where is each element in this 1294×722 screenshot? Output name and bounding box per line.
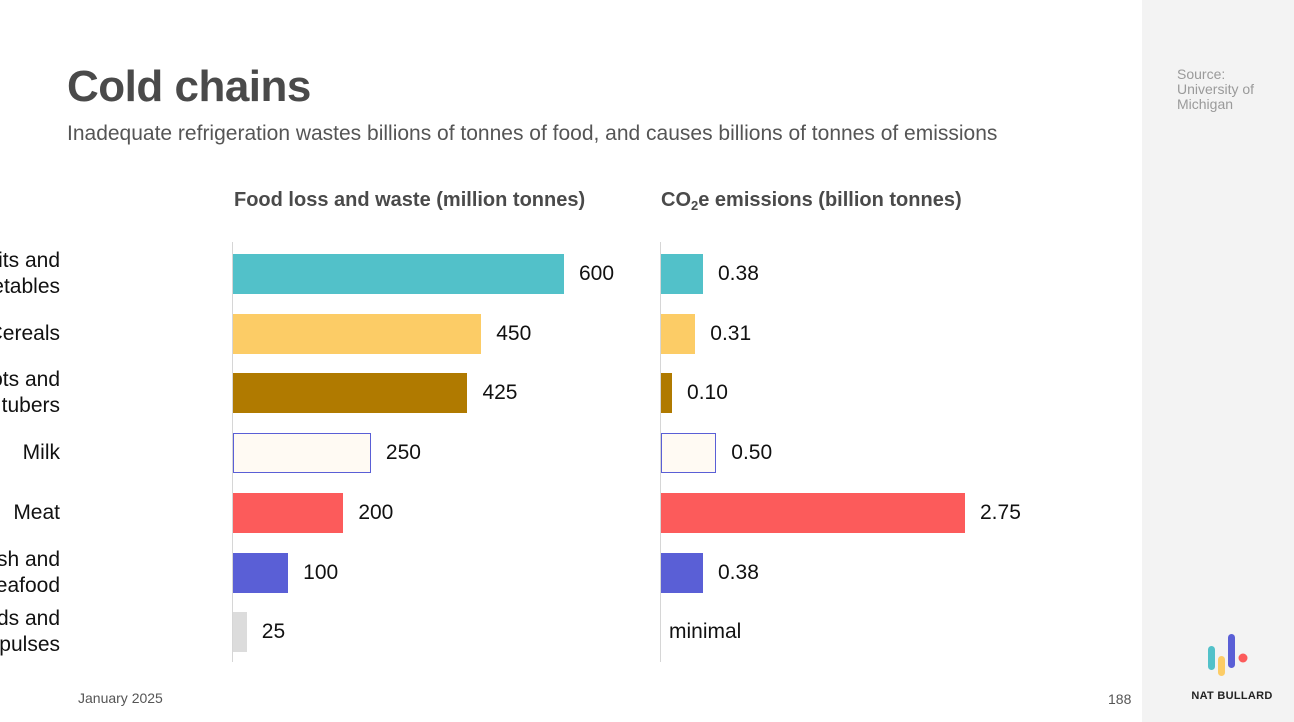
category-label-line: Oilseeds and [0,607,60,630]
emissions-value-label-milk: 0.50 [731,441,773,464]
emissions-value-label-fish-and-seafood: 0.38 [718,561,759,584]
source-note: Source: University of Michigan [1177,66,1255,112]
category-label-line: pulses [0,633,60,656]
emissions-value-label-cereals: 0.31 [710,322,752,345]
emissions-title-co: CO [661,189,691,211]
food-loss-value-label-fish-and-seafood: 100 [303,561,339,584]
emissions-bar-cereals [661,314,696,354]
food-loss-chart-title: Food loss and waste (million tonnes) [234,189,586,211]
page-subtitle: Inadequate refrigeration wastes billions… [67,122,998,145]
slide: Cold chains Inadequate refrigeration was… [0,62,1132,707]
emissions-bar-milk [661,433,717,473]
category-label-oilseeds-and-pulses: Oilseeds and pulses [0,606,60,658]
emissions-value-label-oilseeds-and-pulses: minimal [669,620,742,643]
food-loss-value-label-oilseeds-and-pulses: 25 [261,620,286,643]
category-label-line: Fish and [0,548,60,571]
food-loss-value-label-roots-and-tubers: 425 [482,381,518,404]
emissions-title-rest: e emissions (billion tonnes) [698,189,962,211]
food-loss-value-label-milk: 250 [385,441,421,464]
category-label-line: Fruits and [0,249,60,272]
category-label-line: Milk [22,441,60,464]
emissions-value-label-fruits-and-vegetables: 0.38 [718,262,759,285]
emissions-bar-fish-and-seafood [661,553,703,593]
brand-name: NAT BULLARD [1191,690,1273,702]
category-label-fish-and-seafood: Fish and seafood [0,547,60,599]
food-loss-bar-cereals [233,314,482,354]
category-label-fruits-and-vegetables: Fruits and vegetables [0,248,60,300]
food-loss-axis-line [232,242,233,662]
food-loss-value-label-meat: 200 [358,501,394,524]
category-label-line: Meat [13,501,60,524]
emissions-bar-roots-and-tubers [661,373,673,413]
food-loss-value-label-fruits-and-vegetables: 600 [579,262,615,285]
sidebar [1142,0,1294,722]
page-title: Cold chains [67,62,311,111]
food-loss-bar-fish-and-seafood [233,553,289,593]
emissions-axis-line [660,242,661,662]
category-label-cereals: Cereals [0,321,60,347]
food-loss-bar-meat [233,493,344,533]
food-loss-bar-oilseeds-and-pulses [233,612,247,652]
page-number: 188 [1108,691,1132,707]
emissions-bar-meat [661,493,965,533]
emissions-title-subscript: 2 [691,198,699,213]
food-loss-value-label-cereals: 450 [496,322,532,345]
food-loss-bar-roots-and-tubers [233,373,468,413]
food-loss-bar-milk [233,433,371,473]
category-label-line: Cereals [0,322,60,345]
category-label-line: tubers [1,394,60,417]
category-label-line: seafood [0,574,60,597]
category-label-meat: Meat [13,500,60,526]
category-label-line: vegetables [0,275,60,298]
emissions-bar-fruits-and-vegetables [661,254,703,294]
emissions-chart-title: CO2e emissions (billion tonnes) [661,189,962,212]
emissions-value-label-meat: 2.75 [980,501,1021,524]
emissions-value-label-roots-and-tubers: 0.10 [687,381,728,404]
nat-bullard-logo-icon [1208,634,1248,676]
category-label-milk: Milk [23,440,60,466]
category-label-line: Roots and [0,368,60,391]
category-label-roots-and-tubers: Roots and tubers [0,367,60,419]
food-loss-bar-fruits-and-vegetables [233,254,564,294]
footer-date: January 2025 [78,690,163,706]
